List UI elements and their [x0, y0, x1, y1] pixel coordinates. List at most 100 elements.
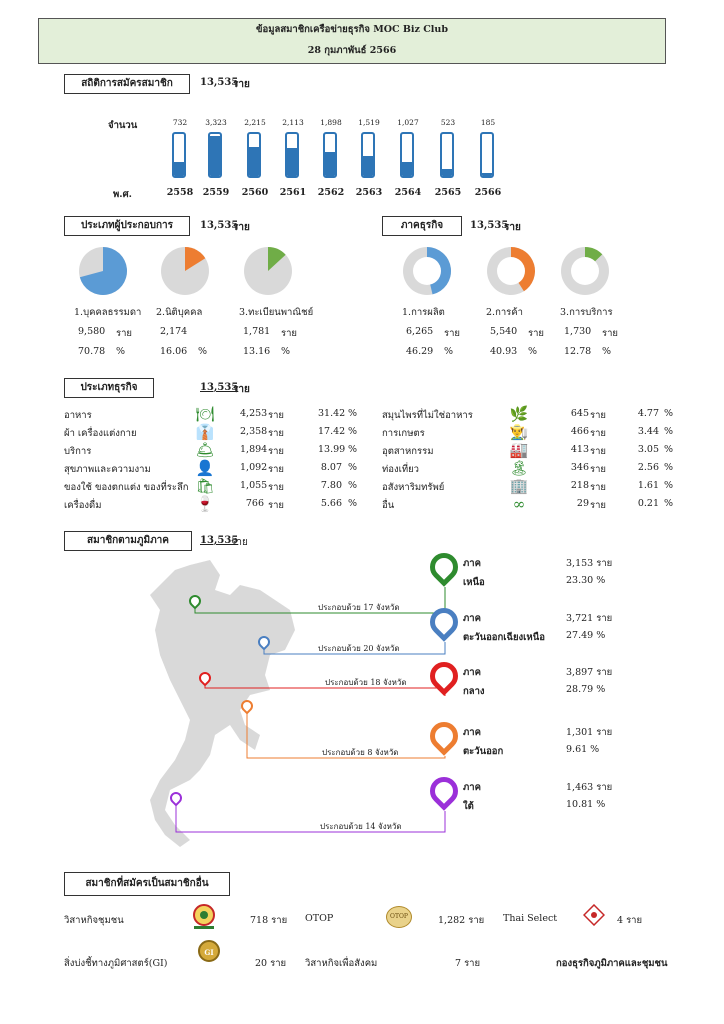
biztype-right-count-0: 645	[570, 408, 589, 419]
region-prefix-4: ภาค	[463, 782, 481, 793]
thai-select-logo-icon	[582, 903, 606, 927]
operator_type-count-2: 1,781	[243, 326, 271, 337]
region-percent-3: 9.61 %	[566, 744, 600, 755]
business_sector-pct-sign-0: %	[444, 346, 454, 357]
bar-count-7: 523	[440, 118, 456, 127]
bar-year-7: 2565	[434, 187, 462, 198]
other-section-label: สมาชิกที่สมัครเป็นสมาชิกอื่น	[64, 872, 230, 896]
biztype-left-count-5: 766	[245, 498, 264, 509]
biztype-right-label-3: ท่องเที่ยว	[382, 464, 420, 475]
biztype-right-count-1: 466	[570, 426, 589, 437]
bar-count-0: 732	[172, 118, 188, 127]
biztype-right-percent-4: 1.61	[637, 480, 659, 491]
bar-year-1: 2559	[202, 187, 230, 198]
biztype-left-label-4: ของใช้ ของตกแต่ง ของที่ระลึก	[64, 482, 189, 493]
biztype-left-unit-4: ราย	[268, 482, 285, 493]
biztype-left-percent-5: 5.66	[320, 498, 342, 509]
region-count-4: 1,463 ราย	[566, 782, 613, 793]
region-prefix-2: ภาค	[463, 667, 481, 678]
region-count-1: 3,721 ราย	[566, 613, 613, 624]
biztype-right-percent-0: 4.77	[637, 408, 659, 419]
biztype-left-count-1: 2,358	[240, 426, 268, 437]
farmer-icon: 👨‍🌾	[509, 423, 529, 441]
operator_type-unit-2: ราย	[281, 328, 298, 339]
biztype-left-unit-0: ราย	[268, 410, 285, 421]
business_sector-chart-1	[487, 247, 535, 295]
region-name-0: เหนือ	[463, 577, 485, 588]
operator_type-slice-1	[185, 247, 206, 271]
operator_type-percent-2: 13.16	[243, 346, 271, 357]
biztype-right-label-1: การเกษตร	[382, 428, 425, 439]
region-percent-2: 28.79 %	[566, 684, 606, 695]
operator_type-label-0: 1.บุคคลธรรมดา	[74, 307, 142, 318]
business_sector-unit-0: ราย	[444, 328, 461, 339]
count-label: จำนวน	[108, 120, 138, 131]
bar-2559	[208, 132, 222, 178]
region-name-3: ตะวันออก	[463, 746, 504, 757]
business_sector-chart-0	[403, 247, 452, 295]
biztype-right-unit-3: ราย	[590, 464, 607, 475]
business_sector-donut-hole-1	[497, 257, 525, 285]
bar-fill-2563	[363, 156, 373, 176]
food-icon: 🍽	[195, 405, 215, 423]
biztype-right-percent-2: 3.05	[637, 444, 659, 455]
operator-total: 13,535	[200, 220, 239, 231]
registration-section-label: สถิติการสมัครสมาชิก	[64, 74, 190, 94]
biztype-right-count-2: 413	[570, 444, 589, 455]
service-icon: 🛎	[195, 441, 215, 459]
biztype-left-label-1: ผ้า เครื่องแต่งกาย	[64, 428, 137, 439]
biztype-left-percent-3: 8.07	[320, 462, 342, 473]
biztype-right-unit-1: ราย	[590, 428, 607, 439]
business_sector-percent-2: 12.78	[564, 346, 592, 357]
region-section-label: สมาชิกตามภูมิภาค	[64, 531, 192, 551]
biztype-right-unit-0: ราย	[590, 410, 607, 421]
bar-count-4: 1,898	[320, 118, 342, 127]
bar-2566	[480, 132, 494, 178]
biztype-right-label-2: อุตสาหกรรม	[382, 446, 434, 457]
bar-year-5: 2563	[355, 187, 383, 198]
biztype-left-percent-4: 7.80	[320, 480, 342, 491]
biztype-right-pct-0: %	[664, 408, 674, 419]
bar-count-3: 2,113	[282, 118, 304, 127]
operator_type-label-2: 3.ทะเบียนพาณิชย์	[239, 307, 314, 318]
region-pin-icon-0	[424, 547, 464, 587]
biztype-section-label: ประเภทธุรกิจ	[64, 378, 154, 398]
operator_type-pct-sign-2: %	[281, 346, 291, 357]
drink-icon: 🍷	[195, 495, 215, 513]
biztype-right-percent-3: 2.56	[637, 462, 659, 473]
bar-year-6: 2564	[394, 187, 422, 198]
biztype-right-percent-5: 0.21	[637, 498, 659, 509]
operator_type-percent-0: 70.78	[78, 346, 106, 357]
biztype-right-unit-4: ราย	[590, 482, 607, 493]
operator-unit: ราย	[233, 222, 250, 233]
region-name-4: ใต้	[463, 801, 474, 812]
region-count-2: 3,897 ราย	[566, 667, 613, 678]
biztype-right-label-0: สมุนไพรที่ไม่ใช่อาหาร	[382, 410, 473, 421]
region-provinces-2: ประกอบด้วย 18 จังหวัด	[325, 678, 407, 687]
region-provinces-4: ประกอบด้วย 14 จังหวัด	[320, 822, 402, 831]
bar-2564	[400, 132, 414, 178]
header-date: 28 กุมภาพันธ์ 2566	[307, 45, 397, 56]
bar-2562	[323, 132, 337, 178]
bar-2561	[285, 132, 299, 178]
biztype-right-count-3: 346	[570, 462, 589, 473]
biztype-left-unit-1: ราย	[268, 428, 285, 439]
source-label: กองธุรกิจภูมิภาคและชุมชน	[556, 958, 668, 969]
business_sector-donut-hole-0	[413, 257, 441, 285]
biztype-right-pct-1: %	[664, 426, 674, 437]
biztype-total: 13,535	[200, 382, 239, 393]
biztype-left-unit-2: ราย	[268, 446, 285, 457]
factory-icon: 🏭	[509, 441, 529, 459]
region-prefix-3: ภาค	[463, 727, 481, 738]
region-pin-icon-3	[424, 716, 464, 756]
business_sector-chart-2	[561, 247, 609, 295]
travel-icon: 🏝	[509, 459, 529, 477]
region-percent-1: 27.49 %	[566, 630, 606, 641]
thai-select-value: 4 ราย	[617, 915, 643, 926]
bar-count-2: 2,215	[244, 118, 266, 127]
biztype-right-pct-2: %	[664, 444, 674, 455]
region-pin-icon-4	[424, 771, 464, 811]
biztype-unit: ราย	[233, 384, 250, 395]
biztype-left-label-5: เครื่องดื่ม	[64, 500, 102, 511]
otop-value: 1,282 ราย	[438, 915, 485, 926]
